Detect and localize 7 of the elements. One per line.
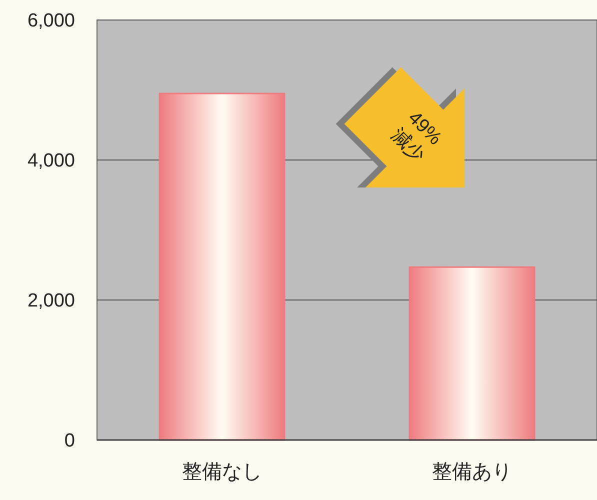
x-tick-label: 整備あり <box>432 461 512 483</box>
x-tick-label: 整備なし <box>182 461 262 483</box>
y-tick-label: 0 <box>64 430 75 452</box>
y-tick-label: 2,000 <box>27 290 75 312</box>
y-tick-label: 6,000 <box>27 10 75 32</box>
y-tick-label: 4,000 <box>27 150 75 172</box>
annotation: 49% 減少 <box>386 108 446 166</box>
